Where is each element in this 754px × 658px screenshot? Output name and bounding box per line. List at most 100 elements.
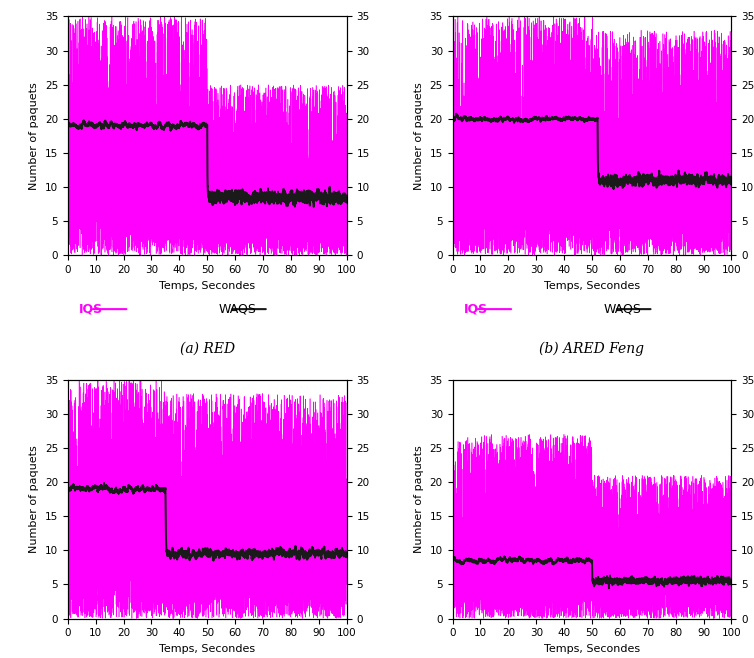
IQS: [63, 592, 72, 600]
WAQS: [448, 557, 457, 565]
IQS: [549, 145, 558, 153]
WAQS: [241, 551, 250, 559]
IQS: [670, 491, 679, 499]
Y-axis label: Number of paquets: Number of paquets: [414, 445, 424, 553]
WAQS: [500, 553, 509, 561]
IQS: [78, 76, 87, 84]
WAQS: [462, 555, 471, 563]
IQS: [285, 420, 294, 428]
WAQS: [462, 117, 471, 125]
WAQS: [100, 479, 109, 487]
WAQS: [270, 191, 279, 199]
IQS: [654, 568, 664, 576]
Text: IQS: IQS: [464, 303, 488, 316]
WAQS: [727, 580, 736, 588]
Line: WAQS: WAQS: [68, 120, 347, 207]
WAQS: [78, 124, 87, 132]
Line: IQS: IQS: [68, 16, 347, 255]
IQS: [613, 222, 622, 230]
IQS: [448, 184, 457, 191]
WAQS: [63, 486, 72, 494]
WAQS: [241, 193, 250, 201]
Text: WAQS: WAQS: [219, 303, 256, 316]
WAQS: [670, 578, 679, 586]
Text: (b) ARED Feng: (b) ARED Feng: [539, 342, 645, 356]
IQS: [462, 125, 471, 133]
IQS: [75, 376, 84, 384]
WAQS: [285, 191, 294, 199]
WAQS: [549, 561, 558, 569]
WAQS: [609, 185, 618, 193]
Y-axis label: Number of paquets: Number of paquets: [29, 445, 39, 553]
WAQS: [164, 118, 173, 126]
Text: (a) RED: (a) RED: [179, 342, 234, 355]
IQS: [241, 173, 250, 181]
WAQS: [727, 179, 736, 187]
WAQS: [285, 551, 294, 559]
IQS: [462, 603, 471, 611]
IQS: [228, 570, 238, 578]
X-axis label: Temps, Secondes: Temps, Secondes: [159, 644, 256, 654]
WAQS: [452, 110, 461, 118]
IQS: [654, 223, 664, 231]
WAQS: [228, 547, 238, 555]
IQS: [223, 251, 232, 259]
WAQS: [625, 578, 634, 586]
Y-axis label: Number of paquets: Number of paquets: [29, 82, 39, 190]
WAQS: [654, 576, 664, 584]
WAQS: [625, 174, 634, 182]
X-axis label: Temps, Secondes: Temps, Secondes: [544, 281, 640, 291]
IQS: [448, 525, 457, 533]
WAQS: [309, 203, 318, 211]
IQS: [587, 251, 596, 259]
IQS: [170, 13, 179, 20]
Line: WAQS: WAQS: [452, 557, 731, 588]
IQS: [549, 474, 558, 482]
IQS: [132, 615, 141, 622]
IQS: [670, 55, 679, 63]
IQS: [727, 580, 736, 588]
Text: IQS: IQS: [79, 303, 103, 316]
WAQS: [613, 580, 622, 588]
IQS: [164, 502, 173, 510]
WAQS: [342, 552, 351, 560]
IQS: [342, 399, 351, 407]
WAQS: [654, 170, 664, 178]
WAQS: [613, 182, 622, 190]
Line: IQS: IQS: [452, 434, 731, 619]
WAQS: [670, 178, 679, 186]
WAQS: [605, 584, 614, 592]
IQS: [78, 407, 87, 415]
WAQS: [164, 547, 173, 555]
IQS: [63, 24, 72, 32]
WAQS: [78, 484, 87, 492]
IQS: [613, 567, 622, 575]
Y-axis label: Number of paquets: Number of paquets: [414, 82, 424, 190]
IQS: [559, 430, 569, 438]
WAQS: [549, 114, 558, 122]
WAQS: [342, 197, 351, 205]
WAQS: [209, 557, 218, 565]
WAQS: [228, 190, 238, 198]
IQS: [580, 13, 589, 20]
IQS: [241, 452, 250, 460]
IQS: [342, 174, 351, 182]
X-axis label: Temps, Secondes: Temps, Secondes: [159, 281, 256, 291]
IQS: [727, 210, 736, 218]
IQS: [270, 240, 279, 248]
IQS: [285, 247, 294, 255]
WAQS: [63, 122, 72, 130]
IQS: [270, 551, 279, 559]
IQS: [625, 163, 634, 170]
WAQS: [270, 549, 279, 557]
IQS: [164, 120, 173, 128]
WAQS: [79, 116, 88, 124]
WAQS: [448, 115, 457, 123]
Line: WAQS: WAQS: [452, 114, 731, 189]
IQS: [709, 615, 718, 622]
IQS: [228, 134, 238, 141]
Line: IQS: IQS: [68, 380, 347, 619]
Line: IQS: IQS: [452, 16, 731, 255]
Text: WAQS: WAQS: [603, 303, 641, 316]
Line: WAQS: WAQS: [68, 483, 347, 561]
